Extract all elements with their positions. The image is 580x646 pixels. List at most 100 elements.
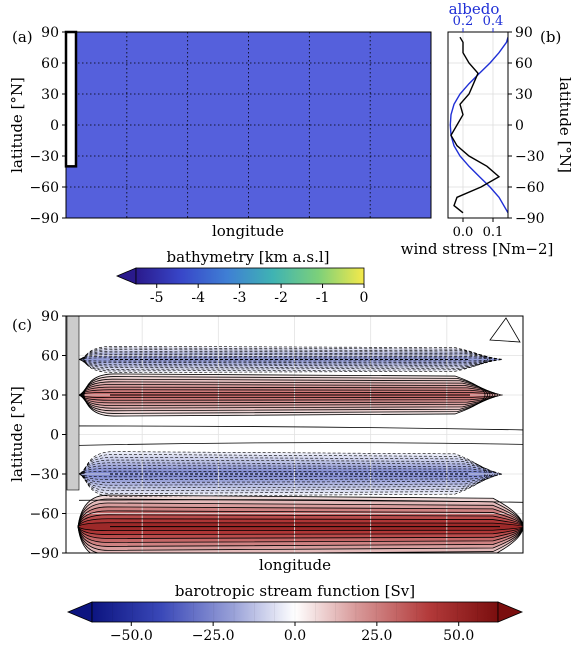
streamfunction-contour [78, 389, 501, 401]
streamfunction-contour [77, 510, 523, 543]
bathymetry-colorbar: bathymetry [km a.s.l] -5 -4 -3 -2 -1 0 [115, 248, 369, 306]
xtick-label: 0.0 [453, 225, 474, 240]
streamfunction-colorbar: barotropic stream function [Sv] −50.0 −25… [66, 582, 524, 644]
colorbar-tick-label: −25.0 [192, 628, 235, 644]
ytick-label: −90 [29, 211, 59, 227]
zero-contour [78, 499, 523, 503]
streamfunction-contour [80, 384, 496, 406]
streamfunction-contour [77, 502, 523, 551]
panel-a-grid [66, 32, 431, 218]
panel-a-yticks: 90 60 30 0 −30 −60 −90 [29, 25, 66, 227]
ytick-label: −30 [515, 149, 545, 165]
xtick-label: 0.1 [483, 225, 504, 240]
colorbar-tick-label: 0.0 [284, 628, 306, 644]
panel-a-xlabel: longitude [212, 222, 284, 240]
streamfunction-contour [82, 347, 488, 372]
streamfunction-contour [77, 506, 523, 547]
colorbar-tick-label: −50.0 [110, 628, 153, 644]
streamfunction-contour [80, 462, 496, 486]
ytick-label: −30 [29, 467, 59, 483]
panel-c-yticks: 90 60 30 0 −30 −60 −90 [29, 309, 66, 562]
streamfunction-contour [77, 514, 523, 539]
streamfunction-contour [77, 522, 523, 532]
colorbar-tick-label: -4 [191, 290, 205, 306]
streamfunction-contour [77, 494, 523, 553]
colorbar-tick-label: -5 [150, 290, 164, 306]
ytick-label: −60 [515, 180, 545, 196]
ytick-label: 30 [515, 87, 533, 103]
ytick-label: 60 [41, 56, 59, 72]
streamfunction-contour [77, 518, 523, 535]
ytick-label: 90 [515, 25, 533, 41]
ytick-label: 30 [41, 388, 59, 404]
colorbar-tick-label: 25.0 [361, 628, 392, 644]
streamfunction-contour [81, 350, 493, 368]
albedo-tick-label: 0.2 [453, 14, 474, 29]
streamfunction-contour [83, 373, 486, 417]
streamfunction-contour [79, 355, 501, 364]
ytick-label: −90 [29, 546, 59, 562]
streamfunction-contours [77, 345, 523, 553]
streamfunction-contour [82, 378, 491, 412]
panel-b-xlabel: wind stress [Nm−2] [401, 240, 554, 258]
ytick-label: −30 [29, 149, 59, 165]
streamfunction-colorbar-ticks: −50.0 −25.0 0.0 25.0 50.0 [91, 602, 479, 644]
ytick-label: 0 [50, 428, 59, 444]
streamfunction-contour [82, 456, 491, 492]
streamfunction-contour [80, 352, 496, 367]
panel-a: (a) 90 60 30 0 −30 −60 −90 longitude latitude … [8, 25, 432, 240]
bathymetry-colorbar-label: bathymetry [km a.s.l] [166, 248, 329, 266]
ytick-label: 90 [41, 25, 59, 41]
panel-b-ylabel: latitude [°N] [556, 77, 574, 173]
albedo-tick-label: 0.4 [483, 14, 504, 29]
colorbar-tick-label: -2 [274, 290, 288, 306]
zero-contour [78, 442, 523, 446]
bathymetry-colorbar-extend [115, 267, 137, 285]
panel-b-label: (b) [540, 28, 561, 46]
colorbar-tick-label: 50.0 [443, 628, 474, 644]
ytick-label: 0 [50, 118, 59, 134]
streamfunction-contour [82, 376, 488, 414]
albedo-ticks: 0.2 0.4 [453, 14, 504, 32]
streamfunction-contour [82, 454, 488, 494]
ytick-label: 90 [41, 309, 59, 325]
bathymetry-colorbar-ticks: -5 -4 -3 -2 -1 0 [150, 284, 369, 306]
land-strip [64, 30, 78, 168]
bathymetry-colorbar-bar [135, 267, 365, 285]
streamfunction-contour [81, 459, 493, 489]
streamfunction-colorbar-extend-high [497, 601, 524, 623]
panel-c-label: (c) [12, 316, 32, 334]
ytick-label: 60 [515, 56, 533, 72]
zero-contour [78, 425, 523, 431]
streamfunction-contour [81, 381, 493, 409]
panel-b-xticks: 0.0 0.1 [453, 218, 504, 240]
ytick-label: −60 [29, 507, 59, 523]
ytick-label: 60 [41, 349, 59, 365]
streamfunction-colorbar-extend-low [66, 601, 93, 623]
streamfunction-contour [79, 468, 501, 480]
streamfunction-contour [82, 349, 491, 370]
panel-a-label: (a) [12, 28, 33, 46]
albedo-label: albedo [449, 0, 500, 18]
ytick-label: 0 [515, 118, 524, 134]
ytick-label: −60 [29, 180, 59, 196]
colorbar-tick-label: 0 [360, 290, 369, 306]
panel-b-grid [448, 32, 508, 218]
streamfunction-contour [78, 391, 503, 399]
streamfunction-colorbar-label: barotropic stream function [Sv] [175, 582, 415, 600]
ytick-label: 30 [41, 87, 59, 103]
panel-c-ylabel: latitude [°N] [8, 386, 26, 482]
colorbar-tick-label: -1 [316, 290, 330, 306]
streamfunction-contour [79, 354, 498, 365]
colorbar-tick-label: -3 [233, 290, 247, 306]
land-strip-c [66, 315, 80, 491]
wind-stress-line [450, 36, 501, 214]
albedo-line [449, 37, 508, 214]
ytick-label: −90 [515, 211, 545, 227]
panel-c: (c) 90 60 30 0 −30 −60 −90 longitude latitude … [8, 309, 524, 574]
panel-a-ylabel: latitude [°N] [8, 77, 26, 173]
panel-c-xlabel: longitude [259, 556, 331, 574]
streamfunction-contour [79, 386, 498, 404]
